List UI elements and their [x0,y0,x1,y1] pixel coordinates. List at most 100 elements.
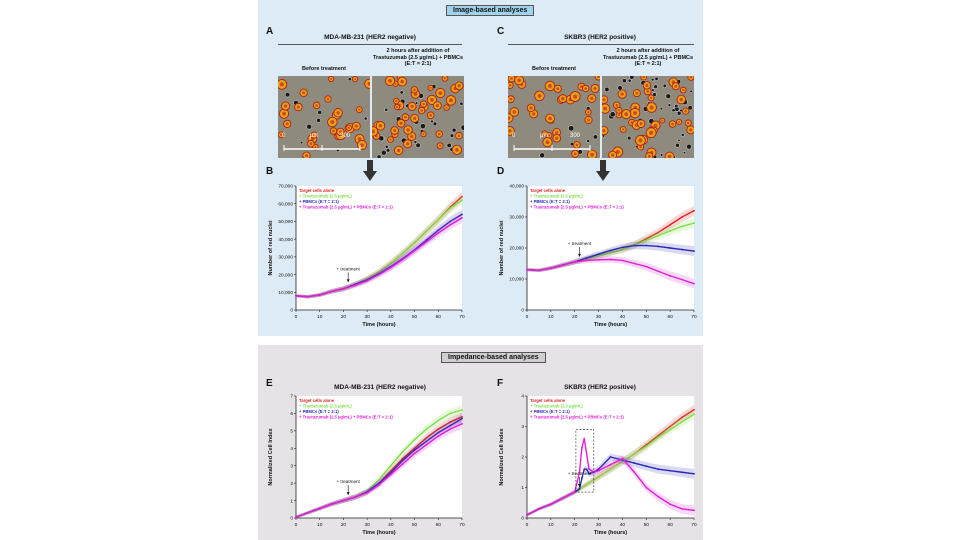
panel-letter-d: D [497,166,505,177]
legend-entry: + Trastuzumab (2.5 µg/mL) + PBMCs (E:T =… [299,205,393,210]
x-tick-label: 50 [644,522,650,528]
data-point [526,268,528,271]
title-a-rule [278,44,462,45]
x-tick-label: 10 [317,522,323,528]
data-point [645,486,648,489]
impedance-analyses-header: Impedance-based analyses [441,352,546,363]
y-tick-label: 70,000 [278,184,293,190]
x-tick-label: 30 [596,522,602,528]
x-tick-label: 60 [436,522,442,528]
data-point [295,516,297,519]
data-point [681,216,683,218]
y-tick-label: 4 [521,394,524,400]
panel-letter-a: A [266,26,274,37]
y-tick-label: 2 [290,481,293,487]
chart-d: 0 10 20 30 40 50 60 70 0 10,000 20,000 30,000 40,000… [493,180,701,330]
y-tick-label: 7 [290,394,293,400]
data-point [401,463,404,465]
data-point [669,247,672,249]
data-point [342,287,345,290]
title-c-rule [508,44,694,45]
y-tick-label: 4 [290,446,293,452]
data-point [425,240,428,243]
peak-highlight-box [575,429,595,493]
plot-area [296,186,462,310]
x-axis-label: Time (hours) [362,322,395,328]
y-tick-label: 2 [521,455,524,461]
data-point [401,252,404,255]
data-point [597,253,600,256]
data-point [449,412,452,415]
title-c: SKBR3 (HER2 positive) [564,34,636,41]
data-point [597,475,600,478]
data-point [578,471,581,474]
data-point [645,239,648,242]
data-point [425,443,428,446]
data-point [449,421,452,424]
scale-unit-c: µm [540,133,549,139]
x-tick-label: 20 [341,522,347,528]
data-point [609,468,612,471]
x-tick-label: 70 [459,522,465,528]
x-tick-label: 70 [691,314,697,320]
data-point [461,199,463,202]
treatment-annotation: + treatment [568,241,592,246]
data-point [657,495,660,498]
series-error-band [527,241,694,273]
data-point [597,254,600,257]
legend-entry: + PBMCs (E:T = 2:1) [530,199,570,204]
y-tick-label: 30,000 [278,255,293,261]
data-point [578,488,581,490]
x-tick-label: 10 [317,314,323,320]
legend-entry: Target cells alone [530,398,566,403]
data-point [389,464,392,467]
treatment-arrow-head [577,253,581,257]
treatment-annotation: + treatment [336,266,360,271]
x-axis-label: Time (hours) [594,322,627,328]
data-point [583,437,586,440]
arrow-down-icon [363,160,377,187]
x-tick-label: 20 [572,314,578,320]
data-point [461,195,463,198]
data-point [413,449,416,451]
legend-entry: + Trastuzumab (2.5 µg/mL) + PBMCs (E:T =… [530,415,624,420]
y-tick-label: 20,000 [509,246,524,252]
data-point [573,261,576,263]
data-point [693,209,695,212]
y-tick-label: 40,000 [509,184,524,190]
legend-entry: + Trastuzumab (2.5 µg/mL) + PBMCs (E:T =… [299,415,393,420]
x-tick-label: 40 [388,522,394,528]
data-point [681,471,683,474]
data-point [621,248,624,251]
scale-mark-a: 300 [340,133,351,139]
data-point [583,468,586,471]
treatment-arrow-head [577,484,581,488]
micrograph-a-before [278,76,370,158]
series-error-band [527,435,694,517]
micrograph-a-after [372,76,464,158]
chart-b: 0 10 20 30 40 50 60 70 0 10,000 20,000 30,000 40,000… [262,180,472,330]
y-tick-label: 0 [290,308,293,314]
treatment-annotation: + treatment [336,479,360,484]
data-point [681,248,683,251]
image-analyses-header: Image-based analyses [446,5,535,16]
series-line [526,438,695,516]
data-point [413,249,416,252]
scale-mark-c: 300 [570,133,581,139]
treatment-arrow-head [346,492,350,496]
series-error-band [527,453,694,517]
data-point [633,453,636,455]
data-point [461,216,463,219]
data-point [657,436,660,439]
data-point [669,425,672,428]
series-error-band [296,419,462,519]
series-error-band [527,409,694,517]
legend-entry: + Trastuzumab (2.5 µg/mL) [530,404,583,409]
x-tick-label: 0 [295,522,298,528]
scale-bar-a: 0 µm 300 [282,131,364,153]
data-point [437,229,440,232]
data-point [561,497,564,500]
x-tick-label: 40 [620,314,626,320]
data-point [681,416,683,419]
data-point [588,472,590,475]
